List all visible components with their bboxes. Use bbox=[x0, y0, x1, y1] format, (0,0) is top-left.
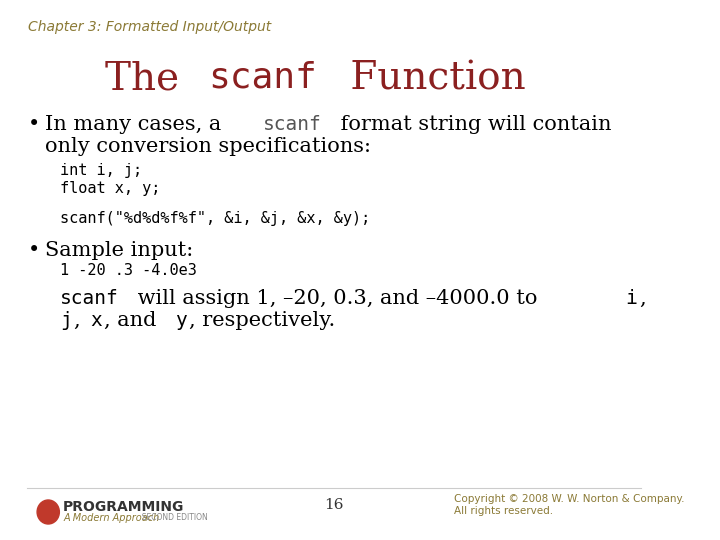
Text: Function: Function bbox=[338, 60, 526, 97]
Text: format string will contain: format string will contain bbox=[333, 115, 611, 134]
Text: 16: 16 bbox=[324, 498, 343, 512]
Text: •: • bbox=[28, 241, 40, 260]
Text: C: C bbox=[42, 504, 54, 519]
Text: In many cases, a: In many cases, a bbox=[45, 115, 228, 134]
Text: Chapter 3: Formatted Input/Output: Chapter 3: Formatted Input/Output bbox=[28, 20, 271, 34]
Text: scanf("%d%d%f%f", &i, &j, &x, &y);: scanf("%d%d%f%f", &i, &j, &x, &y); bbox=[60, 211, 371, 226]
Circle shape bbox=[37, 500, 59, 524]
Text: ,: , bbox=[639, 289, 646, 308]
Text: A Modern Approach: A Modern Approach bbox=[63, 513, 159, 523]
Text: j: j bbox=[60, 311, 72, 330]
Text: i: i bbox=[625, 289, 636, 308]
Text: scanf: scanf bbox=[60, 289, 119, 308]
Text: •: • bbox=[28, 115, 40, 134]
Text: , and: , and bbox=[104, 311, 163, 330]
Text: float x, y;: float x, y; bbox=[60, 181, 161, 196]
Text: Sample input:: Sample input: bbox=[45, 241, 193, 260]
Text: will assign 1, –20, 0.3, and –4000.0 to: will assign 1, –20, 0.3, and –4000.0 to bbox=[130, 289, 544, 308]
Text: ,: , bbox=[74, 311, 88, 330]
Text: x: x bbox=[90, 311, 102, 330]
Text: Copyright © 2008 W. W. Norton & Company.
All rights reserved.: Copyright © 2008 W. W. Norton & Company.… bbox=[454, 494, 685, 516]
Text: int i, j;: int i, j; bbox=[60, 163, 143, 178]
Text: y: y bbox=[175, 311, 186, 330]
Text: scanf: scanf bbox=[264, 115, 322, 134]
Text: PROGRAMMING: PROGRAMMING bbox=[63, 500, 184, 514]
Text: 1 -20 .3 -4.0e3: 1 -20 .3 -4.0e3 bbox=[60, 263, 197, 278]
Text: The: The bbox=[104, 60, 192, 97]
Text: SECOND EDITION: SECOND EDITION bbox=[138, 514, 208, 523]
Text: only conversion specifications:: only conversion specifications: bbox=[45, 137, 371, 156]
Text: scanf: scanf bbox=[208, 60, 317, 94]
Text: , respectively.: , respectively. bbox=[189, 311, 336, 330]
